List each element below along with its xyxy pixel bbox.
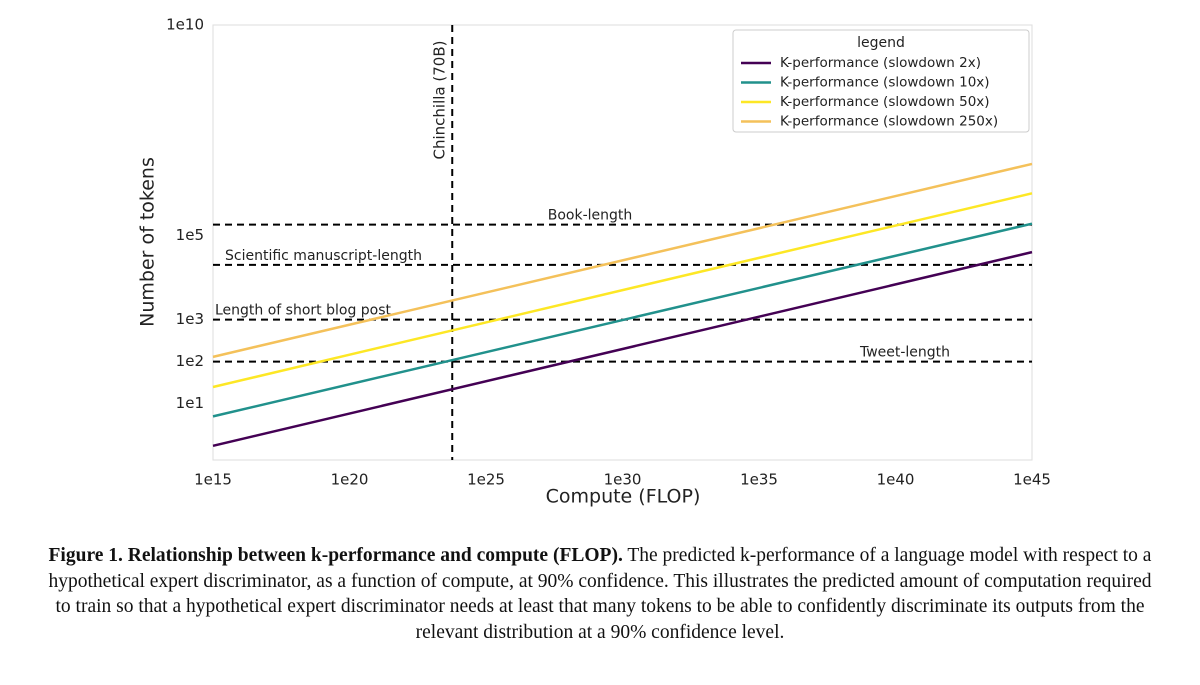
- reference-label: Book-length: [548, 208, 633, 224]
- x-tick-label: 1e40: [877, 471, 915, 489]
- legend-label: K-performance (slowdown 250x): [780, 114, 998, 130]
- caption-text: The predicted k-performance of a languag…: [48, 545, 1152, 644]
- series-line: [212, 250, 1033, 448]
- y-axis-label: Number of tokens: [137, 157, 159, 327]
- x-tick-label: 1e30: [604, 471, 642, 489]
- series-line: [212, 222, 1033, 418]
- y-tick-label: 1e2: [176, 352, 204, 370]
- x-tick-label: 1e35: [740, 471, 778, 489]
- series-line: [212, 192, 1033, 389]
- legend-title: legend: [857, 35, 905, 51]
- legend-label: K-performance (slowdown 50x): [780, 94, 990, 110]
- plot-frame: [212, 24, 1033, 461]
- series-line: [212, 162, 1033, 359]
- y-tick-label: 1e1: [176, 394, 204, 412]
- legend-label: K-performance (slowdown 10x): [780, 75, 990, 91]
- reference-label: Tweet-length: [859, 345, 950, 361]
- x-axis-label: Compute (FLOP): [546, 486, 701, 508]
- legend-box: [732, 29, 1030, 133]
- y-tick-label: 1e5: [176, 226, 204, 244]
- reference-label: Scientific manuscript-length: [225, 248, 422, 264]
- reference-label: Chinchilla (70B): [431, 41, 449, 160]
- y-tick-label: 1e3: [176, 310, 204, 328]
- x-tick-label: 1e15: [194, 471, 232, 489]
- legend-label: K-performance (slowdown 2x): [780, 55, 981, 71]
- caption-title: Figure 1. Relationship between k-perform…: [48, 545, 623, 566]
- x-tick-label: 1e20: [331, 471, 369, 489]
- x-tick-label: 1e45: [1013, 471, 1051, 489]
- reference-label: Length of short blog post: [215, 303, 392, 319]
- x-tick-label: 1e25: [467, 471, 505, 489]
- y-tick-label: 1e10: [166, 16, 204, 34]
- caption: Figure 1. Relationship between k-perform…: [40, 543, 1160, 646]
- chart: Compute (FLOP) Number of tokens 1e15 1e20…: [137, 16, 1051, 508]
